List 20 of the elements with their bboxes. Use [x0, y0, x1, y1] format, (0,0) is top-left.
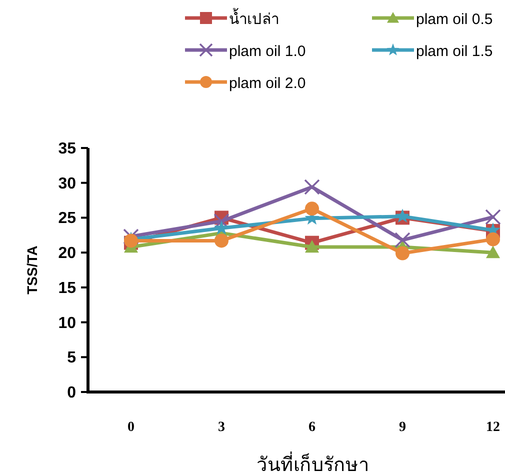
- x-tick-label: 9: [399, 420, 406, 435]
- y-tick-label: 10: [58, 314, 76, 332]
- y-tick-label: 5: [67, 350, 76, 367]
- y-axis-title: TSS/TA: [24, 246, 40, 294]
- y-tick-label: 20: [58, 245, 76, 262]
- y-tick-label: 30: [58, 175, 76, 192]
- y-tick-label: 15: [58, 280, 76, 297]
- legend-label: plam oil 1.0: [229, 43, 306, 60]
- x-tick-label: 0: [128, 420, 134, 435]
- x-tick-label: 6: [308, 420, 316, 435]
- x-tick-label: 3: [218, 420, 225, 435]
- y-tick-label: 0: [67, 384, 76, 402]
- x-axis-title: วันที่เก็บรักษา: [256, 451, 370, 474]
- x-tick-label: 12: [486, 420, 500, 435]
- legend-label: น้ำเปล่า: [229, 8, 279, 28]
- legend-label: plam oil 1.5: [416, 43, 493, 60]
- y-tick-label: 35: [58, 140, 76, 158]
- legend-label: plam oil 2.0: [229, 75, 306, 92]
- legend-label: plam oil 0.5: [416, 11, 493, 28]
- y-tick-label: 25: [58, 210, 76, 228]
